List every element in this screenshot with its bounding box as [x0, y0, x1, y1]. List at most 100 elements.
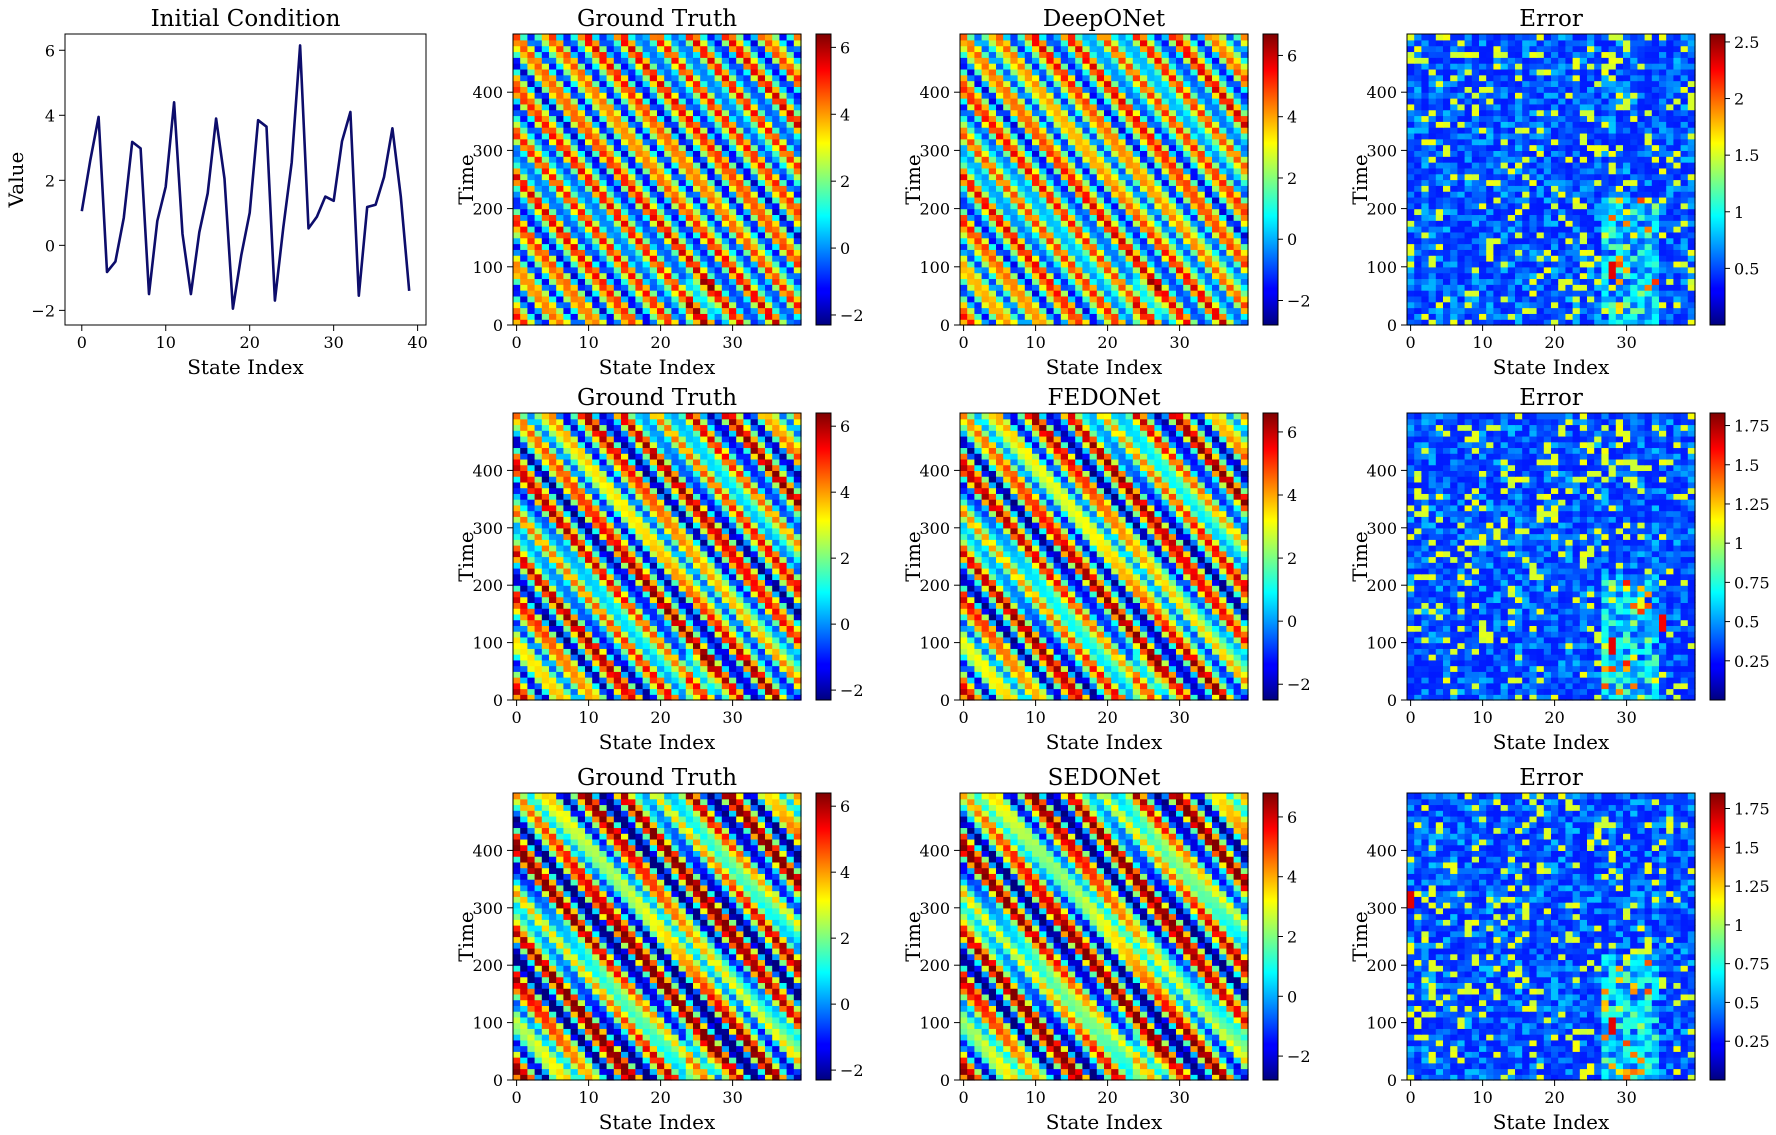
heatmap-cell — [1176, 127, 1184, 134]
heatmap-cell — [988, 98, 997, 105]
heatmap-cell — [664, 260, 672, 268]
heatmap-cell — [1558, 266, 1566, 274]
heatmap-cell — [527, 57, 536, 64]
heatmap-cell — [707, 80, 716, 87]
heatmap-cell — [743, 301, 752, 309]
heatmap-cell — [563, 226, 572, 233]
heatmap-cell — [750, 179, 759, 186]
heatmap-cell — [1010, 51, 1019, 58]
heatmap-cell — [1147, 307, 1155, 314]
heatmap-cell — [1666, 220, 1674, 227]
heatmap-cell — [1082, 237, 1091, 245]
y-tick-label: 400 — [472, 83, 503, 102]
heatmap-cell — [1010, 103, 1019, 111]
heatmap-cell — [967, 278, 975, 285]
heatmap-cell — [1132, 202, 1141, 210]
x-tick-label: 30 — [1169, 333, 1189, 352]
heatmap-cell — [1414, 278, 1422, 285]
heatmap-cell — [1032, 156, 1040, 163]
heatmap-cell — [693, 214, 701, 221]
heatmap-cell — [1089, 127, 1098, 134]
heatmap-cell — [996, 260, 1004, 268]
heatmap-cell — [556, 214, 564, 221]
heatmap-cell — [996, 132, 1004, 140]
heatmap-cell — [1515, 202, 1523, 210]
heatmap-cell — [613, 86, 622, 93]
heatmap-cell — [988, 191, 997, 198]
heatmap-cell — [1587, 249, 1595, 256]
heatmap-cell — [779, 243, 788, 250]
heatmap-cell — [1543, 284, 1552, 291]
heatmap-cell — [1471, 196, 1480, 204]
heatmap-cell — [1226, 319, 1235, 326]
heatmap-cell — [585, 196, 593, 204]
heatmap-cell — [1240, 167, 1249, 175]
heatmap-cell — [736, 214, 744, 221]
heatmap-cell — [606, 185, 615, 192]
heatmap-cell — [1118, 162, 1127, 169]
heatmap-cell — [1039, 103, 1047, 111]
heatmap-cell — [1024, 260, 1033, 268]
heatmap-cell — [1197, 45, 1206, 53]
heatmap-cell — [1140, 284, 1148, 291]
heatmap-cell — [1233, 255, 1242, 262]
heatmap-cell — [1558, 255, 1566, 262]
heatmap-cell — [1060, 103, 1069, 111]
heatmap-cell — [671, 249, 680, 256]
heatmap-cell — [1118, 179, 1127, 186]
heatmap-cell — [700, 74, 708, 82]
heatmap-cell — [592, 74, 600, 82]
heatmap-cell — [1060, 214, 1069, 221]
heatmap-cell — [1039, 57, 1047, 64]
heatmap-cell — [606, 278, 615, 285]
heatmap-cell — [1168, 138, 1177, 146]
heatmap-cell — [1118, 266, 1127, 274]
heatmap-cell — [1132, 132, 1141, 140]
heatmap-cell — [988, 51, 997, 58]
heatmap-cell — [1161, 156, 1170, 163]
heatmap-cell — [628, 92, 636, 99]
heatmap-cell — [585, 179, 593, 186]
heatmap-cell — [1082, 144, 1091, 151]
heatmap-cell — [1161, 138, 1170, 146]
heatmap-cell — [743, 290, 752, 297]
heatmap-cell — [1637, 249, 1646, 256]
heatmap-cell — [1630, 313, 1638, 320]
heatmap-cell — [779, 92, 788, 99]
heatmap-cell — [678, 191, 687, 198]
heatmap-cell — [1450, 290, 1458, 297]
heatmap-cell — [1104, 249, 1112, 256]
heatmap-cell — [1543, 295, 1552, 303]
heatmap-cell — [1219, 138, 1227, 146]
heatmap-cell — [1680, 255, 1689, 262]
heatmap-cell — [1147, 295, 1155, 303]
heatmap-cell — [577, 290, 586, 297]
heatmap-cell — [772, 226, 780, 233]
heatmap-cell — [599, 272, 608, 280]
heatmap-cell — [621, 34, 629, 41]
heatmap-cell — [577, 191, 586, 198]
heatmap-cell — [960, 150, 968, 157]
heatmap-cell — [1068, 109, 1076, 117]
heatmap-cell — [1204, 226, 1213, 233]
heatmap-cell — [549, 313, 557, 320]
heatmap-cell — [1089, 307, 1098, 314]
heatmap-cell — [1457, 191, 1466, 198]
heatmap-cell — [750, 51, 759, 58]
heatmap-cell — [743, 80, 752, 87]
heatmap-cell — [585, 51, 593, 58]
heatmap-cell — [1659, 284, 1667, 291]
heatmap-cell — [786, 255, 795, 262]
heatmap-cell — [1118, 231, 1127, 239]
heatmap-cell — [1529, 208, 1538, 216]
heatmap-cell — [1407, 284, 1415, 291]
heatmap-cell — [996, 249, 1004, 256]
heatmap-cell — [1096, 132, 1105, 140]
heatmap-cell — [613, 138, 622, 146]
heatmap-cell — [1673, 231, 1682, 239]
heatmap-cell — [628, 214, 636, 221]
heatmap-cell — [1096, 63, 1105, 70]
heatmap-cell — [1053, 237, 1062, 245]
heatmap-cell — [1226, 307, 1235, 314]
heatmap-cell — [996, 121, 1004, 128]
